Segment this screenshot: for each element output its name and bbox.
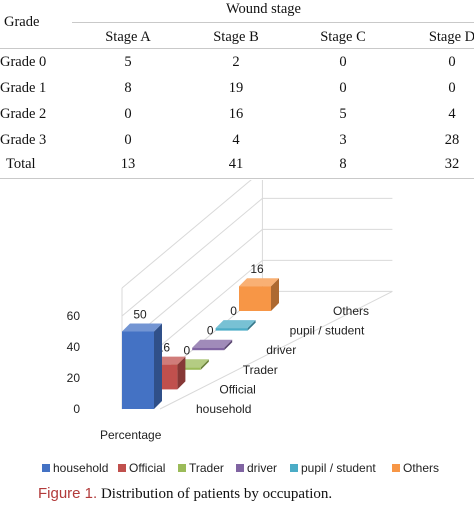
column-header: Stage D bbox=[428, 29, 474, 45]
wound-stage-table: Grade Wound stage Stage A Stage B Stage … bbox=[0, 0, 474, 182]
legend-swatch bbox=[178, 464, 186, 472]
table-cell: 13 bbox=[120, 156, 136, 172]
category-label: Official bbox=[219, 382, 255, 396]
grade-header: Grade bbox=[4, 14, 40, 30]
row-label: Grade 3 bbox=[0, 132, 47, 148]
category-label: Others bbox=[333, 304, 369, 318]
table-cell: 0 bbox=[124, 106, 132, 122]
bar-side bbox=[271, 278, 279, 311]
table-cell: 5 bbox=[124, 54, 132, 70]
bar-top bbox=[192, 339, 233, 348]
table-cell: 4 bbox=[448, 106, 456, 122]
y-tick-label: 60 bbox=[67, 309, 81, 323]
caption-text: Distribution of patients by occupation. bbox=[100, 486, 333, 502]
legend-label: driver bbox=[247, 461, 277, 475]
bar-top bbox=[215, 320, 256, 329]
bar-front bbox=[239, 286, 271, 311]
legend-swatch bbox=[42, 464, 50, 472]
bar-household: 50 bbox=[122, 308, 162, 409]
table-cell: 4 bbox=[232, 132, 240, 148]
row-label: Grade 1 bbox=[0, 80, 47, 96]
figure-caption: Figure 1. Distribution of patients by oc… bbox=[38, 485, 332, 503]
table-cell: 0 bbox=[339, 54, 347, 70]
bar-others: 16 bbox=[239, 262, 279, 311]
figure-label: Figure 1. bbox=[38, 485, 98, 502]
legend-label: Trader bbox=[189, 461, 224, 475]
legend-swatch bbox=[236, 464, 244, 472]
bar-pupil-student: 0 bbox=[215, 304, 256, 331]
column-rule bbox=[0, 48, 474, 49]
bottom-rule bbox=[0, 178, 474, 179]
table-cell: 0 bbox=[448, 80, 456, 96]
y-tick-label: 0 bbox=[73, 402, 80, 416]
gridline bbox=[121, 180, 252, 289]
legend-label: Others bbox=[403, 461, 439, 475]
bar-top bbox=[239, 278, 279, 287]
gridline bbox=[159, 290, 393, 410]
bar-front bbox=[215, 328, 248, 331]
data-label: 50 bbox=[133, 308, 147, 322]
y-tick-label: 40 bbox=[67, 340, 81, 354]
category-label: driver bbox=[266, 343, 296, 357]
y-axis-ticks: 0 20 40 60 bbox=[67, 309, 81, 416]
legend-label: household bbox=[53, 461, 108, 475]
table-cell: 5 bbox=[339, 106, 347, 122]
column-header: Stage C bbox=[320, 29, 366, 45]
legend-swatch bbox=[118, 464, 126, 472]
data-label: 0 bbox=[230, 304, 237, 318]
bar-side bbox=[224, 339, 233, 351]
category-labels: household Official Trader driver pupil / stu… bbox=[196, 304, 369, 416]
bar-front bbox=[192, 347, 225, 351]
row-label: Total bbox=[6, 156, 36, 172]
data-label: 0 bbox=[183, 343, 190, 357]
occupation-bar-chart: 0 20 40 60 household Official Trader driver pup… bbox=[42, 180, 439, 475]
table-cell: 2 bbox=[232, 54, 240, 70]
row-label: Grade 2 bbox=[0, 106, 47, 122]
table-cell: 16 bbox=[228, 106, 244, 122]
column-header: Stage B bbox=[213, 29, 259, 45]
gridline bbox=[121, 198, 263, 317]
y-axis-label: Percentage bbox=[100, 428, 162, 442]
category-label: household bbox=[196, 402, 251, 416]
data-label: 16 bbox=[250, 262, 264, 276]
row-label: Grade 0 bbox=[0, 54, 47, 70]
category-label: pupil / student bbox=[290, 324, 365, 338]
bar-front bbox=[122, 331, 154, 409]
table-cell: 0 bbox=[448, 54, 456, 70]
table-cell: 8 bbox=[339, 156, 347, 172]
y-tick-label: 20 bbox=[67, 371, 81, 385]
legend-swatch bbox=[290, 464, 298, 472]
legend-label: Official bbox=[129, 461, 165, 475]
legend-swatch bbox=[392, 464, 400, 472]
table-cell: 28 bbox=[444, 132, 460, 148]
table-cell: 8 bbox=[124, 80, 132, 96]
legend: household Official Trader driver pupil / stu… bbox=[42, 461, 439, 475]
bar-driver: 0 bbox=[192, 324, 233, 351]
legend-label: pupil / student bbox=[301, 461, 376, 475]
table-cell: 0 bbox=[339, 80, 347, 96]
table-cell: 19 bbox=[228, 80, 244, 96]
bar-side bbox=[177, 356, 186, 390]
category-label: Trader bbox=[243, 363, 278, 377]
data-label: 0 bbox=[207, 324, 214, 338]
table-cell: 0 bbox=[124, 132, 132, 148]
bar-side bbox=[154, 323, 162, 409]
table-cell: 3 bbox=[339, 132, 347, 148]
bar-side bbox=[200, 359, 209, 370]
bar-top bbox=[122, 323, 162, 332]
table-cell: 32 bbox=[444, 156, 460, 172]
header-rule bbox=[72, 22, 474, 23]
bar-side bbox=[247, 320, 256, 331]
table-cell: 41 bbox=[228, 156, 244, 172]
column-header: Stage A bbox=[105, 29, 151, 45]
wound-stage-header: Wound stage bbox=[226, 1, 301, 17]
